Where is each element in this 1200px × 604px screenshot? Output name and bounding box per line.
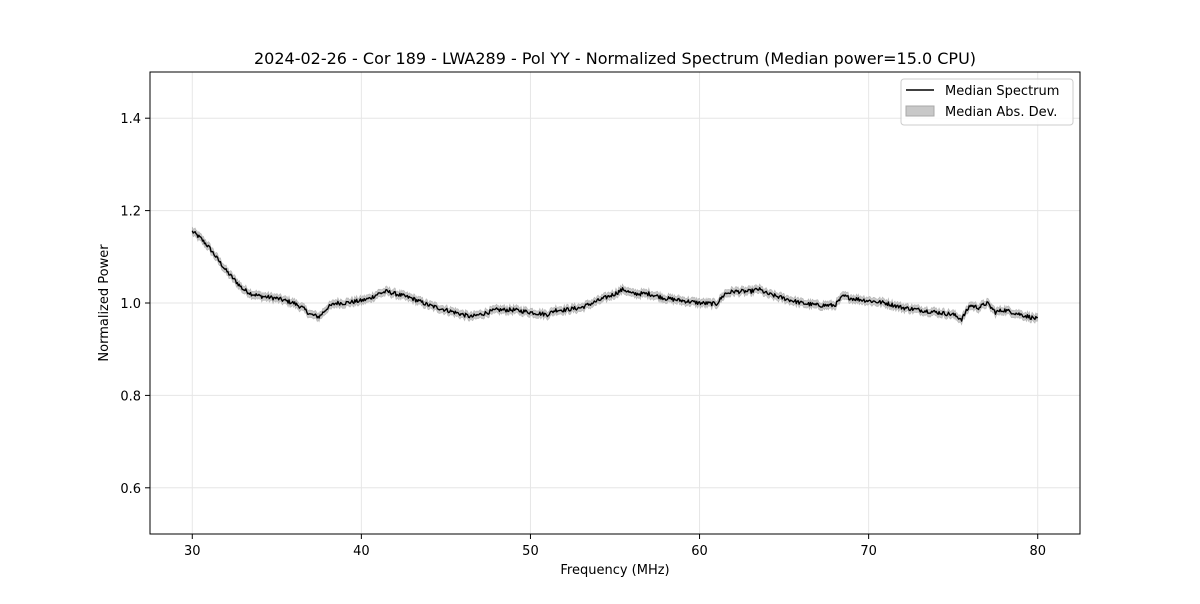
legend-band-swatch xyxy=(905,105,935,117)
y-axis-label: Normalized Power xyxy=(97,244,112,362)
legend-entry-median-abs-dev: Median Abs. Dev. xyxy=(945,105,1057,120)
legend-box xyxy=(900,78,1074,126)
y-tick-label: 0.6 xyxy=(120,482,141,497)
x-tick-label: 50 xyxy=(522,544,539,559)
x-axis-ticks: 30 40 50 60 70 80 xyxy=(184,534,1046,559)
legend-entry-median-spectrum: Median Spectrum xyxy=(945,84,1059,99)
x-axis-label: Frequency (MHz) xyxy=(560,563,669,578)
y-axis-ticks: 0.6 0.8 1.0 1.2 1.4 xyxy=(120,112,150,497)
y-tick-label: 1.2 xyxy=(120,205,141,220)
legend: Median Spectrum Median Abs. Dev. xyxy=(900,78,1074,126)
chart-title: 2024-02-26 - Cor 189 - LWA289 - Pol YY -… xyxy=(254,49,976,68)
median-spectrum-line xyxy=(191,230,1039,322)
x-tick-label: 70 xyxy=(860,544,877,559)
x-tick-label: 60 xyxy=(691,544,708,559)
y-tick-label: 1.0 xyxy=(120,297,141,312)
y-tick-label: 1.4 xyxy=(120,112,141,127)
x-tick-label: 30 xyxy=(184,544,201,559)
x-tick-label: 40 xyxy=(353,544,370,559)
x-tick-label: 80 xyxy=(1029,544,1046,559)
y-tick-label: 0.8 xyxy=(120,389,141,404)
spectrum-line-layer xyxy=(191,230,1039,322)
